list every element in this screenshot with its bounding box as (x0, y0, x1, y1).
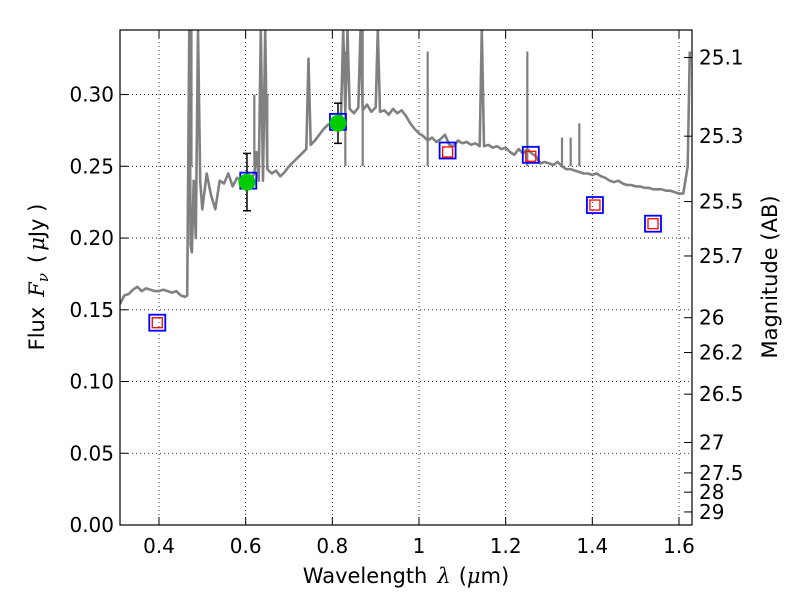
y-axis-label-unit-open: ( (25, 255, 49, 263)
mag-tick-label: 27.5 (699, 461, 744, 485)
mag-tick-label: 27 (699, 431, 724, 455)
mag-tick-label: 25.5 (699, 190, 744, 214)
synthetic-photometry-marker (525, 150, 537, 162)
synthetic-photometry-marker (151, 317, 163, 329)
x-axis-label-symbol: λ (436, 564, 450, 588)
y-axis-label-sub: ν (34, 273, 52, 282)
y-axis-label: Flux Fν ( μJy ) (25, 204, 52, 351)
x-axis-label: Wavelength λ (μm) (303, 564, 509, 588)
mag-tick-label: 29 (699, 500, 724, 524)
model-photometry-marker (644, 214, 662, 233)
y-tick-label: 0.00 (69, 513, 114, 537)
y-axis-label-prefix: Flux (25, 307, 49, 351)
mag-tick-label: 26 (699, 306, 724, 330)
measured-photometry-point (329, 114, 347, 132)
mag-tick-label: 28 (699, 480, 724, 504)
x-tick-label: 1.6 (663, 534, 695, 558)
mag-tick-label: 25.7 (699, 244, 744, 268)
spectrum-line (120, 30, 692, 305)
mag-tick-label: 25.3 (699, 124, 744, 148)
x-tick-label: 0.8 (316, 534, 348, 558)
marker-layer (148, 102, 662, 332)
x-tick-label: 1.2 (490, 534, 522, 558)
synthetic-photometry-marker (647, 218, 659, 230)
series-layer (120, 30, 692, 305)
mag-tick-label: 26.2 (699, 341, 744, 365)
x-axis-label-unit-mu: μ (467, 564, 481, 588)
y2-axis-label: Magnitude (AB) (758, 195, 782, 358)
model-photometry-marker (148, 313, 167, 332)
x-tick-label: 1.4 (576, 534, 608, 558)
y-tick-label: 0.10 (69, 370, 114, 394)
y-tick-label: 0.15 (69, 298, 114, 322)
ticks: 0.4 0.6 0.8 1 1.2 1.4 1.6 0.00 0.05 0.10 0.15 0.20 0… (69, 30, 744, 558)
plot-frame (119, 29, 693, 526)
x-tick-label: 1 (413, 534, 426, 558)
y-axis-label-unit-mu: μ (25, 237, 49, 251)
mag-tick-label: 26.5 (699, 382, 744, 406)
x-axis-label-prefix: Wavelength (303, 564, 428, 588)
synthetic-photometry-marker (441, 146, 454, 158)
x-tick-label: 0.4 (143, 534, 175, 558)
model-photometry-marker (438, 141, 457, 160)
model-photometry-marker (521, 145, 540, 164)
grid (120, 30, 692, 526)
model-photometry-marker (586, 196, 604, 214)
y-tick-label: 0.05 (69, 441, 114, 465)
measured-photometry-point (238, 173, 256, 191)
y-axis-label-symbol: F (25, 281, 49, 298)
y-tick-label: 0.20 (69, 226, 114, 250)
x-tick-label: 0.6 (230, 534, 262, 558)
y-axis-label-unit-rest: Jy ) (25, 204, 49, 240)
y-tick-label: 0.30 (69, 83, 114, 107)
synthetic-photometry-marker (589, 199, 601, 211)
y-tick-label: 0.25 (69, 154, 114, 178)
x-axis-label-unit-rest: m) (481, 564, 510, 588)
x-axis-label-unit-open: ( (459, 564, 467, 588)
mag-tick-label: 25.1 (699, 46, 744, 70)
